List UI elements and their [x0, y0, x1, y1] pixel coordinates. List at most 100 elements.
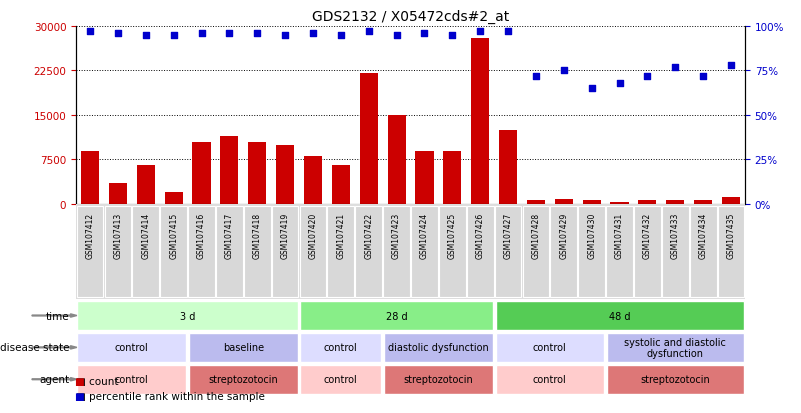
Point — [586, 86, 598, 93]
FancyBboxPatch shape — [662, 206, 689, 297]
Text: disease state: disease state — [0, 342, 70, 353]
Point — [697, 73, 710, 80]
FancyBboxPatch shape — [216, 206, 243, 297]
Text: GSM107421: GSM107421 — [336, 212, 345, 258]
FancyBboxPatch shape — [189, 333, 298, 362]
Point — [529, 73, 542, 80]
FancyBboxPatch shape — [160, 206, 187, 297]
Text: control: control — [533, 374, 567, 385]
Bar — [109, 184, 127, 204]
FancyBboxPatch shape — [496, 365, 604, 394]
FancyBboxPatch shape — [300, 301, 493, 330]
Text: agent: agent — [39, 374, 70, 385]
Text: control: control — [324, 342, 358, 353]
FancyBboxPatch shape — [78, 365, 186, 394]
Bar — [443, 151, 461, 204]
FancyBboxPatch shape — [384, 333, 493, 362]
Text: GSM107416: GSM107416 — [197, 212, 206, 258]
FancyBboxPatch shape — [244, 206, 271, 297]
Text: streptozotocin: streptozotocin — [640, 374, 710, 385]
FancyBboxPatch shape — [411, 206, 438, 297]
FancyBboxPatch shape — [328, 206, 354, 297]
Bar — [304, 157, 322, 204]
Point — [251, 31, 264, 37]
Point — [167, 32, 180, 39]
Bar — [582, 201, 601, 204]
Point — [501, 29, 514, 36]
Text: GSM107430: GSM107430 — [587, 212, 596, 258]
Point — [418, 31, 431, 37]
Bar — [722, 197, 740, 204]
FancyBboxPatch shape — [300, 365, 381, 394]
Text: GSM107415: GSM107415 — [169, 212, 178, 258]
Point — [390, 32, 403, 39]
FancyBboxPatch shape — [300, 333, 381, 362]
Bar — [499, 131, 517, 204]
FancyBboxPatch shape — [718, 206, 744, 297]
FancyBboxPatch shape — [634, 206, 661, 297]
Text: GSM107414: GSM107414 — [141, 212, 151, 258]
Point — [139, 32, 152, 39]
FancyBboxPatch shape — [606, 206, 633, 297]
Text: GSM107428: GSM107428 — [531, 212, 541, 258]
Point — [557, 68, 570, 74]
FancyBboxPatch shape — [188, 206, 215, 297]
Bar — [416, 151, 433, 204]
Bar — [694, 201, 712, 204]
Text: baseline: baseline — [223, 342, 264, 353]
Text: GSM107427: GSM107427 — [504, 212, 513, 258]
Bar — [555, 200, 573, 204]
Text: control: control — [115, 374, 149, 385]
FancyBboxPatch shape — [439, 206, 465, 297]
Point — [111, 31, 124, 37]
FancyBboxPatch shape — [78, 301, 298, 330]
Text: time: time — [46, 311, 70, 321]
FancyBboxPatch shape — [578, 206, 605, 297]
FancyBboxPatch shape — [384, 365, 493, 394]
Point — [279, 32, 292, 39]
Text: GSM107417: GSM107417 — [225, 212, 234, 258]
Bar — [248, 142, 266, 204]
Text: GSM107420: GSM107420 — [308, 212, 317, 258]
Text: 28 d: 28 d — [386, 311, 408, 321]
Text: GSM107431: GSM107431 — [615, 212, 624, 258]
Bar — [164, 192, 183, 204]
FancyBboxPatch shape — [496, 333, 604, 362]
Bar — [276, 145, 294, 204]
Text: GSM107434: GSM107434 — [698, 212, 707, 258]
FancyBboxPatch shape — [690, 206, 717, 297]
Text: streptozotocin: streptozotocin — [208, 374, 278, 385]
Point — [725, 63, 738, 69]
Bar — [388, 116, 405, 204]
Text: GSM107412: GSM107412 — [86, 212, 95, 258]
Text: GSM107429: GSM107429 — [559, 212, 568, 258]
Bar — [471, 39, 489, 204]
Text: 48 d: 48 d — [609, 311, 630, 321]
Text: GSM107424: GSM107424 — [420, 212, 429, 258]
Point — [335, 32, 348, 39]
FancyBboxPatch shape — [550, 206, 578, 297]
Text: GSM107423: GSM107423 — [392, 212, 401, 258]
Text: GSM107419: GSM107419 — [280, 212, 290, 258]
Bar — [192, 142, 211, 204]
Text: GSM107418: GSM107418 — [253, 212, 262, 258]
Point — [307, 31, 320, 37]
Bar — [527, 201, 545, 204]
Text: streptozotocin: streptozotocin — [404, 374, 473, 385]
Bar — [360, 74, 378, 204]
Point — [223, 31, 235, 37]
Text: ■: ■ — [74, 391, 84, 401]
FancyBboxPatch shape — [607, 365, 743, 394]
Point — [473, 29, 486, 36]
Point — [641, 73, 654, 80]
Bar — [610, 203, 629, 204]
FancyBboxPatch shape — [132, 206, 159, 297]
Text: control: control — [115, 342, 149, 353]
FancyBboxPatch shape — [189, 365, 298, 394]
FancyBboxPatch shape — [522, 206, 549, 297]
FancyBboxPatch shape — [104, 206, 131, 297]
Text: GSM107422: GSM107422 — [364, 212, 373, 258]
Bar — [638, 200, 657, 204]
Text: diastolic dysfunction: diastolic dysfunction — [388, 342, 489, 353]
Text: ■: ■ — [74, 376, 84, 386]
